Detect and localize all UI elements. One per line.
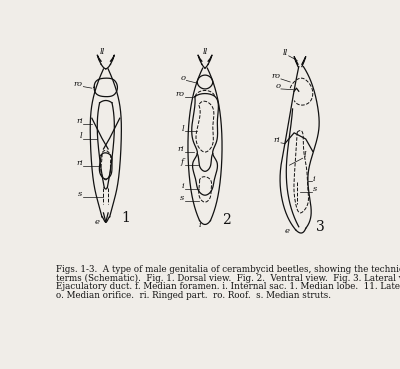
- Text: o: o: [181, 74, 186, 82]
- Text: ll: ll: [283, 49, 288, 57]
- Text: ri: ri: [274, 136, 280, 144]
- Text: s: s: [180, 194, 184, 202]
- Text: Figs. 1-3.  A type of male genitalia of cerambycid beetles, showing the technica: Figs. 1-3. A type of male genitalia of c…: [56, 265, 400, 274]
- Text: ri: ri: [76, 117, 82, 125]
- Text: e: e: [284, 227, 290, 235]
- Text: o. Median orifice.  ri. Ringed part.  ro. Roof.  s. Median struts.: o. Median orifice. ri. Ringed part. ro. …: [56, 291, 331, 300]
- Text: Ejaculatory duct. f. Median foramen. i. Internal sac. 1. Median lobe.  11. Later: Ejaculatory duct. f. Median foramen. i. …: [56, 282, 400, 291]
- Text: 3: 3: [316, 220, 324, 234]
- Text: s: s: [313, 185, 317, 193]
- Text: 2: 2: [222, 213, 231, 227]
- Text: ro: ro: [271, 72, 280, 80]
- Text: terms (Schematic).  Fig. 1. Dorsal view.  Fig. 2.  Ventral view.  Fig. 3. Latera: terms (Schematic). Fig. 1. Dorsal view. …: [56, 274, 400, 283]
- Text: s: s: [78, 190, 82, 198]
- Text: i: i: [313, 175, 315, 183]
- Text: ll: ll: [202, 48, 208, 55]
- Text: ro: ro: [74, 80, 82, 88]
- Text: i: i: [198, 221, 201, 229]
- Text: ro: ro: [175, 90, 184, 98]
- Text: ri: ri: [178, 145, 184, 153]
- Text: ri: ri: [76, 159, 82, 167]
- Text: l: l: [80, 132, 82, 140]
- Text: 1: 1: [121, 211, 130, 225]
- Text: i: i: [182, 182, 184, 190]
- Text: ll: ll: [99, 48, 104, 55]
- Text: e: e: [94, 218, 100, 227]
- Text: o: o: [275, 82, 280, 90]
- Text: l: l: [182, 124, 184, 132]
- Text: f: f: [181, 158, 184, 166]
- Text: l: l: [304, 151, 306, 159]
